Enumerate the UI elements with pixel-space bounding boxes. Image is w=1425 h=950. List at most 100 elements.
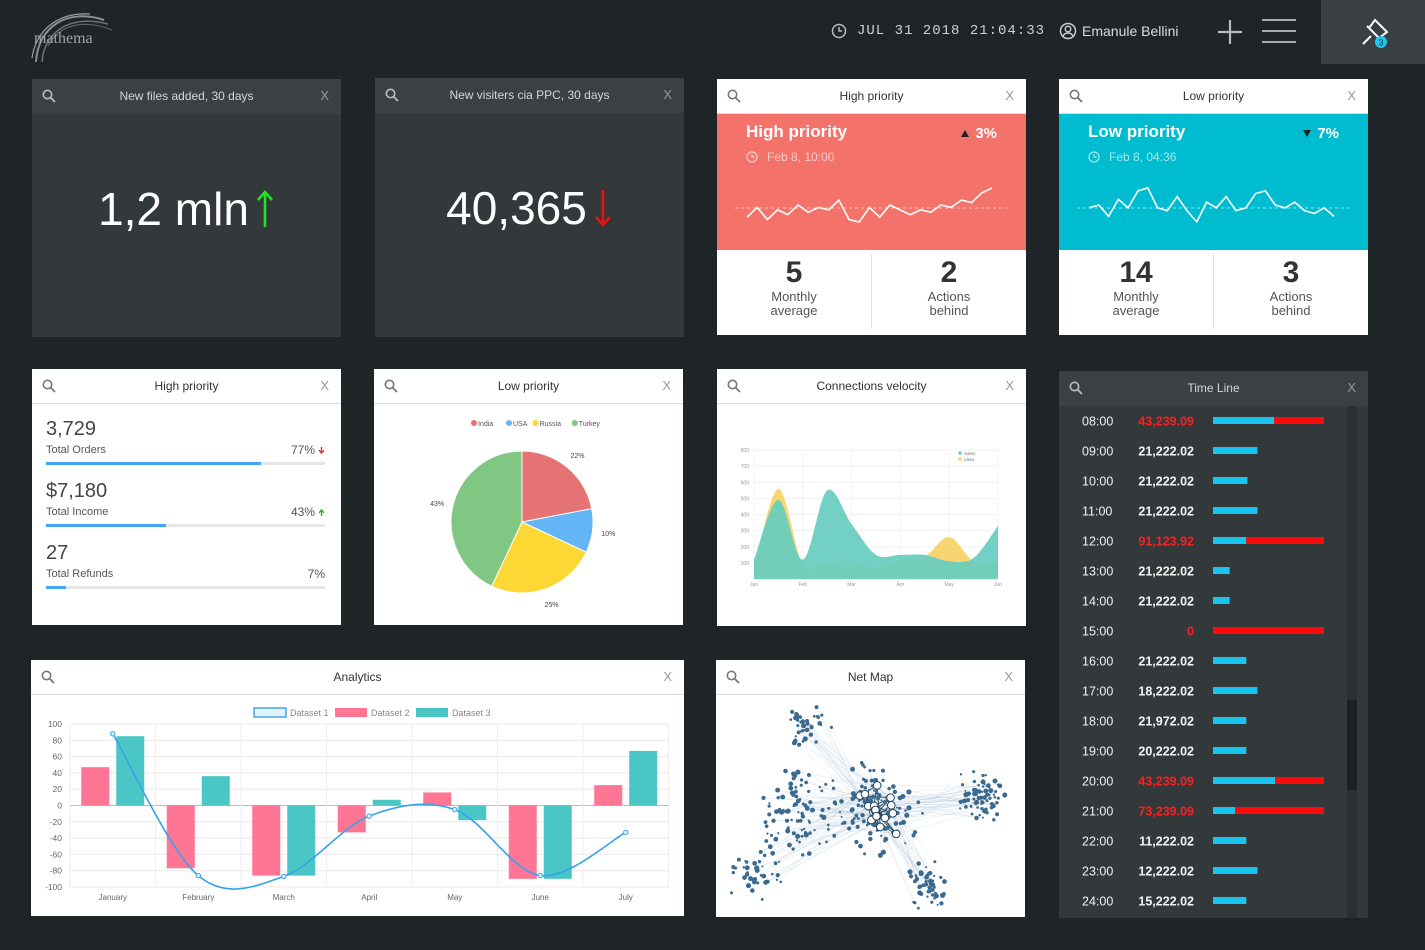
close-button[interactable]: X bbox=[1004, 669, 1013, 684]
node bbox=[988, 787, 994, 794]
bar bbox=[337, 805, 366, 833]
node bbox=[861, 819, 866, 824]
menu-button[interactable] bbox=[1261, 18, 1297, 46]
node bbox=[900, 793, 906, 800]
node bbox=[802, 827, 806, 831]
node bbox=[780, 794, 786, 800]
pin-button[interactable]: 3 bbox=[1321, 0, 1425, 64]
search-icon[interactable] bbox=[727, 89, 741, 103]
edge bbox=[884, 774, 986, 819]
node bbox=[829, 725, 834, 729]
close-button[interactable]: X bbox=[662, 378, 671, 393]
node bbox=[912, 830, 918, 835]
edge bbox=[806, 720, 866, 795]
node bbox=[936, 903, 939, 906]
close-button[interactable]: X bbox=[663, 87, 672, 102]
node bbox=[964, 805, 968, 809]
clock-icon bbox=[1088, 151, 1100, 163]
node bbox=[820, 789, 824, 793]
node bbox=[856, 817, 860, 820]
line-point bbox=[452, 806, 458, 813]
node bbox=[987, 786, 991, 789]
node bbox=[831, 786, 836, 791]
node bbox=[783, 768, 788, 774]
search-icon[interactable] bbox=[384, 379, 398, 393]
edge bbox=[821, 714, 861, 796]
node bbox=[932, 874, 936, 877]
close-button[interactable]: X bbox=[320, 88, 329, 103]
user-icon[interactable] bbox=[1059, 22, 1077, 40]
node bbox=[847, 826, 852, 831]
progress-track bbox=[46, 462, 325, 465]
node bbox=[800, 814, 806, 819]
close-button[interactable]: X bbox=[1005, 88, 1014, 103]
node bbox=[978, 795, 983, 800]
node bbox=[933, 893, 939, 899]
y-tick-label: 200 bbox=[741, 545, 750, 551]
legend-swatch bbox=[416, 708, 448, 717]
high-priority-card: High priority X High priority 3% Feb 8, 10:0… bbox=[717, 79, 1026, 335]
node bbox=[959, 773, 963, 776]
edge bbox=[832, 780, 878, 786]
node bbox=[795, 769, 801, 775]
search-icon[interactable] bbox=[42, 379, 56, 393]
node bbox=[911, 833, 916, 838]
node bbox=[762, 853, 767, 858]
node bbox=[880, 849, 886, 855]
y-tick-label: 800 bbox=[741, 448, 750, 454]
close-button[interactable]: X bbox=[1347, 88, 1356, 103]
close-button[interactable]: X bbox=[663, 669, 672, 684]
bar-blue bbox=[1213, 567, 1230, 574]
slice-label: 25% bbox=[544, 602, 558, 609]
node bbox=[926, 889, 931, 894]
node bbox=[809, 725, 814, 730]
search-icon[interactable] bbox=[42, 89, 56, 103]
stat-label: Monthly average bbox=[770, 289, 818, 318]
node bbox=[916, 800, 921, 805]
search-icon[interactable] bbox=[727, 379, 741, 393]
change-value: 7% bbox=[1317, 125, 1339, 142]
search-icon[interactable] bbox=[726, 670, 740, 684]
add-button[interactable] bbox=[1216, 18, 1244, 46]
node bbox=[907, 869, 913, 875]
timeline-panel: Time Line X 08:00 43,239.09 09:00 21,222.02 10… bbox=[1059, 371, 1368, 918]
close-button[interactable]: X bbox=[1347, 380, 1356, 395]
close-button[interactable]: X bbox=[1005, 378, 1014, 393]
stat: 14 Monthly average bbox=[1059, 250, 1213, 335]
node bbox=[800, 828, 803, 832]
user-name[interactable]: Emanule Bellini bbox=[1082, 23, 1179, 39]
search-icon[interactable] bbox=[1069, 89, 1083, 103]
panel-header: Low priority X bbox=[1059, 79, 1368, 114]
node bbox=[800, 719, 806, 724]
bar-blue bbox=[1213, 657, 1247, 664]
node bbox=[984, 774, 987, 777]
node bbox=[791, 776, 796, 781]
node bbox=[791, 771, 796, 777]
node bbox=[852, 817, 856, 820]
edge bbox=[752, 813, 893, 891]
node bbox=[752, 876, 758, 882]
stat-value: 2 bbox=[940, 256, 958, 289]
search-handle bbox=[49, 386, 56, 393]
slice-label: 43% bbox=[430, 501, 444, 508]
files-panel: New files added, 30 days X 1,2 mln bbox=[32, 79, 341, 337]
path bbox=[31, 13, 91, 59]
path bbox=[1062, 32, 1074, 37]
y-tick-label: -80 bbox=[50, 866, 63, 876]
stat-label: Actions behind bbox=[927, 289, 971, 318]
search-icon[interactable] bbox=[1069, 381, 1083, 395]
search-lens bbox=[384, 379, 395, 390]
bar-blue bbox=[1213, 807, 1236, 814]
edge bbox=[884, 785, 987, 819]
y-tick-label: -60 bbox=[50, 849, 63, 859]
search-icon[interactable] bbox=[41, 670, 55, 684]
search-handle bbox=[734, 96, 741, 103]
y-tick-label: 100 bbox=[741, 561, 750, 567]
sparkline-chart bbox=[735, 187, 1007, 223]
edge bbox=[756, 816, 877, 869]
search-icon[interactable] bbox=[385, 88, 399, 102]
node bbox=[930, 882, 936, 888]
close-button[interactable]: X bbox=[320, 378, 329, 393]
trend-arrow bbox=[318, 447, 325, 455]
edge bbox=[875, 803, 993, 811]
